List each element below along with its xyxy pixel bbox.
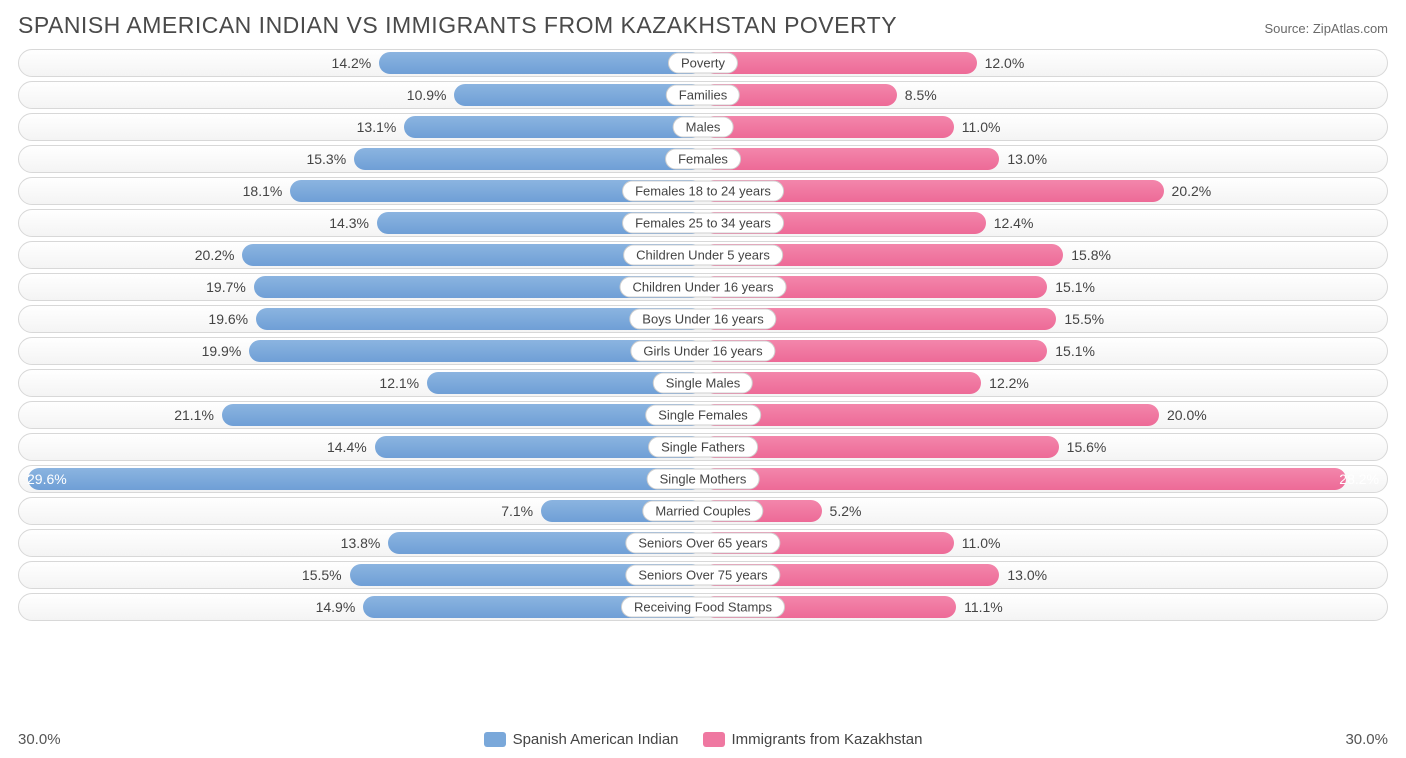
value-right: 13.0% <box>1007 151 1047 167</box>
chart-area: 14.2%12.0%Poverty10.9%8.5%Families13.1%1… <box>18 49 1388 725</box>
category-label: Females 25 to 34 years <box>622 213 784 234</box>
value-left: 14.3% <box>329 215 369 231</box>
value-left: 10.9% <box>407 87 447 103</box>
value-left: 14.4% <box>327 439 367 455</box>
category-label: Single Males <box>653 373 753 394</box>
value-left: 19.7% <box>206 279 246 295</box>
category-label: Children Under 5 years <box>623 245 783 266</box>
value-right: 15.6% <box>1067 439 1107 455</box>
value-left: 15.5% <box>302 567 342 583</box>
value-right: 20.2% <box>1172 183 1212 199</box>
bar-left <box>28 468 703 490</box>
chart-row: 21.1% 20.0% Single Females <box>18 401 1388 429</box>
category-label: Single Mothers <box>647 469 760 490</box>
chart-container: SPANISH AMERICAN INDIAN VS IMMIGRANTS FR… <box>0 0 1406 758</box>
chart-row: 20.2% 15.8% Children Under 5 years <box>18 241 1388 269</box>
value-right: 12.0% <box>985 55 1025 71</box>
axis-left-max: 30.0% <box>18 731 61 748</box>
value-right: 12.4% <box>994 215 1034 231</box>
chart-row: 18.1% 20.2% Females 18 to 24 years <box>18 177 1388 205</box>
legend: Spanish American Indian Immigrants from … <box>484 731 923 748</box>
chart-row: 12.1% 12.2% Single Males <box>18 369 1388 397</box>
category-label: Married Couples <box>642 501 763 522</box>
value-left: 14.2% <box>332 55 372 71</box>
category-label: Children Under 16 years <box>620 277 787 298</box>
category-label: Girls Under 16 years <box>630 341 775 362</box>
category-label: Families <box>666 85 740 106</box>
bar-right <box>703 404 1159 426</box>
category-label: Females 18 to 24 years <box>622 181 784 202</box>
bar-left <box>222 404 703 426</box>
chart-row: 19.9% 15.1% Girls Under 16 years <box>18 337 1388 365</box>
category-label: Poverty <box>668 53 738 74</box>
chart-row: 14.9% 11.1% Receiving Food Stamps <box>18 593 1388 621</box>
chart-title: SPANISH AMERICAN INDIAN VS IMMIGRANTS FR… <box>18 12 897 39</box>
value-right: 11.0% <box>962 535 1001 551</box>
value-left: 13.8% <box>341 535 381 551</box>
value-right: 15.1% <box>1055 343 1095 359</box>
category-label: Males <box>673 117 734 138</box>
value-left: 7.1% <box>501 503 533 519</box>
value-right: 12.2% <box>989 375 1029 391</box>
legend-swatch-left <box>484 732 506 747</box>
value-right: 13.0% <box>1007 567 1047 583</box>
value-left: 18.1% <box>243 183 283 199</box>
chart-row: 15.3% 13.0% Females <box>18 145 1388 173</box>
chart-row: 14.3% 12.4% Females 25 to 34 years <box>18 209 1388 237</box>
value-left: 20.2% <box>195 247 235 263</box>
category-label: Females <box>665 149 741 170</box>
value-left: 19.6% <box>208 311 248 327</box>
legend-swatch-right <box>703 732 725 747</box>
value-right: 8.5% <box>905 87 937 103</box>
value-right: 11.0% <box>962 119 1001 135</box>
chart-row: 14.4% 15.6% Single Fathers <box>18 433 1388 461</box>
value-left: 29.6% <box>27 471 36 487</box>
value-left: 15.3% <box>306 151 346 167</box>
bar-right <box>703 468 1346 490</box>
source-attribution: Source: ZipAtlas.com <box>1264 21 1388 36</box>
bar-left <box>404 116 703 138</box>
value-left: 21.1% <box>174 407 214 423</box>
chart-row: 14.2% 12.0% Poverty <box>18 49 1388 77</box>
header: SPANISH AMERICAN INDIAN VS IMMIGRANTS FR… <box>18 12 1388 39</box>
category-label: Single Females <box>645 405 761 426</box>
chart-row: 19.6% 15.5% Boys Under 16 years <box>18 305 1388 333</box>
bar-right <box>703 116 954 138</box>
category-label: Seniors Over 65 years <box>625 533 780 554</box>
value-left: 14.9% <box>316 599 356 615</box>
value-right: 20.0% <box>1167 407 1207 423</box>
chart-row: 19.7% 15.1% Children Under 16 years <box>18 273 1388 301</box>
axis-right-max: 30.0% <box>1345 731 1388 748</box>
value-right: 15.5% <box>1064 311 1104 327</box>
chart-row: 15.5% 13.0% Seniors Over 75 years <box>18 561 1388 589</box>
value-right: 28.2% <box>1338 471 1379 487</box>
value-right: 5.2% <box>830 503 862 519</box>
category-label: Boys Under 16 years <box>629 309 776 330</box>
value-right: 15.1% <box>1055 279 1095 295</box>
legend-item-left: Spanish American Indian <box>484 731 679 748</box>
chart-row: 7.1% 5.2% Married Couples <box>18 497 1388 525</box>
chart-footer: 30.0% Spanish American Indian Immigrants… <box>18 731 1388 748</box>
category-label: Seniors Over 75 years <box>625 565 780 586</box>
bar-left <box>354 148 703 170</box>
legend-item-right: Immigrants from Kazakhstan <box>703 731 923 748</box>
chart-row: 13.8% 11.0% Seniors Over 65 years <box>18 529 1388 557</box>
chart-row: 29.6% 28.2% Single Mothers <box>18 465 1388 493</box>
bar-right <box>703 52 977 74</box>
legend-label-right: Immigrants from Kazakhstan <box>732 731 923 748</box>
category-label: Receiving Food Stamps <box>621 597 785 618</box>
value-right: 11.1% <box>964 599 1003 615</box>
value-left: 12.1% <box>379 375 419 391</box>
bar-left <box>379 52 703 74</box>
value-left: 13.1% <box>357 119 397 135</box>
value-right: 15.8% <box>1071 247 1111 263</box>
category-label: Single Fathers <box>648 437 758 458</box>
bar-right <box>703 148 999 170</box>
chart-row: 10.9% 8.5% Families <box>18 81 1388 109</box>
legend-label-left: Spanish American Indian <box>513 731 679 748</box>
value-left: 19.9% <box>202 343 242 359</box>
chart-row: 13.1% 11.0% Males <box>18 113 1388 141</box>
